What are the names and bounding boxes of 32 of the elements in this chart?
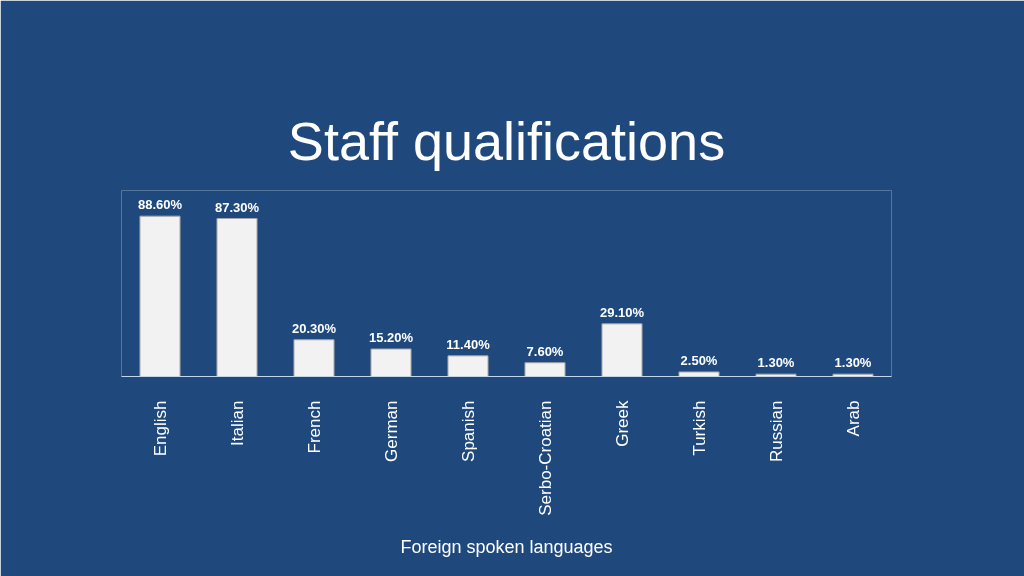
data-label: 2.50% (680, 352, 718, 368)
x-tick-label: Turkish (689, 400, 709, 456)
bar (524, 362, 566, 377)
bar (139, 215, 181, 377)
data-label: 29.10% (599, 304, 645, 320)
x-tick-label: English (150, 400, 170, 457)
bar (370, 348, 412, 377)
bar (216, 218, 258, 377)
data-label: 20.30% (291, 320, 337, 336)
x-tick-label: Italian (227, 400, 247, 446)
x-axis-title: Foreign spoken languages (400, 536, 613, 557)
bar (601, 323, 643, 377)
x-tick-label: Spanish (458, 400, 478, 462)
x-tick-label: Greek (612, 400, 632, 447)
x-tick-label: German (381, 400, 401, 462)
data-label: 15.20% (368, 329, 414, 345)
data-label: 87.30% (214, 199, 260, 215)
bar (678, 371, 720, 377)
bar (447, 355, 489, 377)
x-tick-label: Arab (843, 400, 863, 437)
bar (832, 373, 874, 377)
data-label: 11.40% (446, 336, 491, 352)
data-label: 7.60% (526, 343, 564, 359)
bar (755, 373, 797, 377)
x-tick-label: French (304, 400, 324, 454)
data-label: 1.30% (834, 355, 872, 371)
x-tick-label: Serbo-Croatian (535, 400, 555, 516)
data-label: 88.60% (137, 197, 183, 213)
data-label: 1.30% (757, 355, 795, 371)
bar (293, 339, 335, 377)
chart-title: Staff qualifications (287, 110, 726, 171)
x-tick-label: Russian (766, 400, 786, 462)
